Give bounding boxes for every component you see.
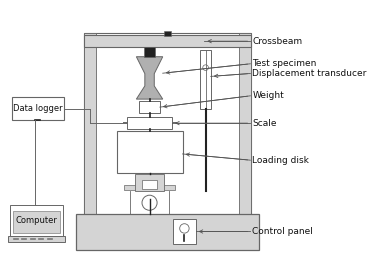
- Circle shape: [203, 65, 209, 70]
- Text: Control panel: Control panel: [252, 227, 313, 236]
- Bar: [164, 31, 171, 36]
- Text: Weight: Weight: [252, 91, 284, 100]
- Text: Loading disk: Loading disk: [252, 156, 309, 165]
- Bar: [124, 185, 135, 190]
- Bar: [144, 47, 155, 57]
- Bar: [142, 180, 157, 189]
- Bar: [127, 117, 172, 129]
- Bar: [139, 101, 160, 113]
- Text: Crossbeam: Crossbeam: [252, 37, 302, 46]
- Circle shape: [180, 224, 189, 233]
- Bar: [173, 219, 196, 244]
- Bar: [200, 50, 211, 108]
- Text: Scale: Scale: [252, 119, 277, 128]
- Text: Displacement transducer: Displacement transducer: [252, 69, 366, 78]
- Bar: [10, 205, 63, 236]
- Bar: [116, 131, 183, 172]
- Bar: [13, 211, 60, 233]
- Text: Test specimen: Test specimen: [252, 59, 317, 68]
- Bar: [76, 214, 259, 250]
- Bar: [239, 33, 251, 233]
- Bar: [84, 35, 251, 47]
- Text: Computer: Computer: [15, 216, 57, 225]
- Bar: [164, 185, 175, 190]
- Polygon shape: [136, 57, 163, 99]
- Bar: [8, 236, 65, 242]
- Text: Data logger: Data logger: [13, 104, 63, 113]
- Bar: [135, 174, 164, 191]
- Bar: [12, 97, 64, 120]
- Bar: [84, 33, 96, 233]
- Bar: [84, 33, 251, 233]
- Circle shape: [142, 195, 157, 210]
